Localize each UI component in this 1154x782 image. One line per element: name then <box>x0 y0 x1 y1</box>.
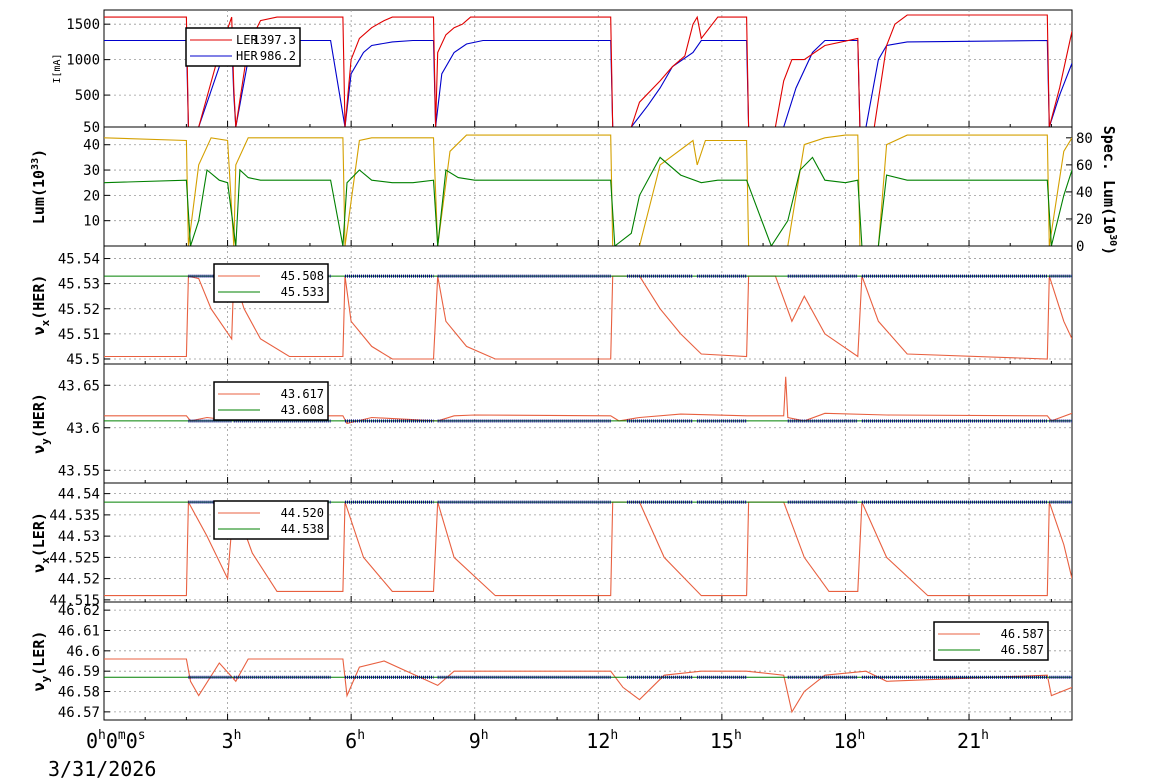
y-axis-label: I[mA] <box>52 53 63 83</box>
series-tune <box>104 658 1072 714</box>
y-tick-label: 46.59 <box>58 664 100 680</box>
y-right-tick-label: 40 <box>1076 185 1093 201</box>
y-tick-label: 46.6 <box>66 644 100 660</box>
y-tick-label: 44.54 <box>58 487 100 503</box>
y-axis-label: νx(HER) <box>30 275 52 336</box>
x-start-label: 0h0m0s <box>86 728 146 753</box>
x-tick-label: 3h <box>222 728 242 753</box>
y-tick-label: 43.65 <box>58 378 100 394</box>
y-tick-label: 50 <box>83 120 100 136</box>
legend-box <box>213 263 329 303</box>
legend-value: 44.538 <box>281 522 324 536</box>
legend-name: HER <box>236 49 258 63</box>
panel-nux_ler: 44.515 44.52 44.525 44.53 44.535 44.54 νx(LER)… <box>30 482 1073 609</box>
y-tick-label: 45.51 <box>58 327 100 343</box>
legend: 46.587 46.587 <box>933 621 1049 661</box>
x-tick-label: 21h <box>957 728 989 753</box>
y-tick-label: 10 <box>83 214 100 230</box>
y-right-tick-label: 20 <box>1076 212 1093 228</box>
panel-frame <box>103 126 1073 247</box>
y-axis-label: νy(HER) <box>30 393 52 454</box>
y-right-tick-label: 0 <box>1076 239 1084 255</box>
y-tick-label: 1000 <box>66 53 100 69</box>
legend: 43.617 43.608 <box>213 381 329 421</box>
y-axis-label: νy(LER) <box>30 631 52 692</box>
y-tick-label: 1500 <box>66 17 100 33</box>
legend-value: 43.617 <box>281 387 324 401</box>
x-tick-label: 15h <box>710 728 742 753</box>
legend-value: 46.587 <box>1001 643 1044 657</box>
y-tick-label: 44.535 <box>49 508 100 524</box>
y-right-tick-label: 60 <box>1076 158 1093 174</box>
y-tick-label: 46.61 <box>58 623 100 639</box>
legend-value: 45.533 <box>281 285 324 299</box>
panel-frame <box>103 601 1073 721</box>
y-axis-label: Lum(1033) <box>30 149 48 224</box>
y-tick-label: 45.5 <box>66 352 100 368</box>
y-tick-label: 45.53 <box>58 277 100 293</box>
x-tick-label: 12h <box>586 728 618 753</box>
y-axis-label: νx(LER) <box>30 512 52 573</box>
panel-nuy_her: 43.55 43.6 43.65 νy(HER) 43.617 43.608 <box>30 363 1073 484</box>
y-tick-label: 44.53 <box>58 529 100 545</box>
legend-value: 46.587 <box>1001 627 1044 641</box>
legend-box <box>213 500 329 540</box>
legend: 45.508 45.533 <box>213 263 329 303</box>
legend-box <box>185 27 301 67</box>
y-tick-label: 46.58 <box>58 685 100 701</box>
y-tick-label: 44.525 <box>49 550 100 566</box>
x-tick-label: 6h <box>345 728 365 753</box>
legend-value: 44.520 <box>281 506 324 520</box>
y-tick-label: 46.62 <box>58 603 100 619</box>
y-tick-label: 40 <box>83 138 100 154</box>
legend-box <box>933 621 1049 661</box>
x-date-label: 3/31/2026 <box>48 757 156 781</box>
y-right-axis-label: Spec. Lum(1030) <box>1100 126 1118 255</box>
legend-value: 986.2 <box>260 49 296 63</box>
series-ler <box>104 14 1072 127</box>
legend-name: LER <box>236 33 258 47</box>
y-tick-label: 44.515 <box>49 593 100 609</box>
x-tick-label: 9h <box>469 728 489 753</box>
panel-luminosity: 10 20 30 40 Lum(1033) 0 20 40 60 80 Spec. Lum(1030… <box>30 126 1118 255</box>
panel-nuy_ler: 46.57 46.58 46.59 46.6 46.61 46.62 νy(LER) 46.5… <box>30 601 1073 721</box>
y-tick-label: 500 <box>75 88 100 104</box>
y-tick-label: 43.55 <box>58 463 100 479</box>
y-tick-label: 45.54 <box>58 252 100 268</box>
y-right-tick-label: 80 <box>1076 131 1093 147</box>
y-tick-label: 46.57 <box>58 705 100 721</box>
legend-value: 43.608 <box>281 403 324 417</box>
y-tick-label: 43.6 <box>66 421 100 437</box>
legend: 44.520 44.538 <box>213 500 329 540</box>
y-tick-label: 44.52 <box>58 572 100 588</box>
y-tick-label: 20 <box>83 188 100 204</box>
series-lum <box>104 156 1072 246</box>
legend-box <box>213 381 329 421</box>
legend-value: 45.508 <box>281 269 324 283</box>
y-tick-label: 45.52 <box>58 302 100 318</box>
y-tick-label: 30 <box>83 163 100 179</box>
legend-value: 1397.3 <box>253 33 296 47</box>
x-tick-label: 18h <box>833 728 865 753</box>
